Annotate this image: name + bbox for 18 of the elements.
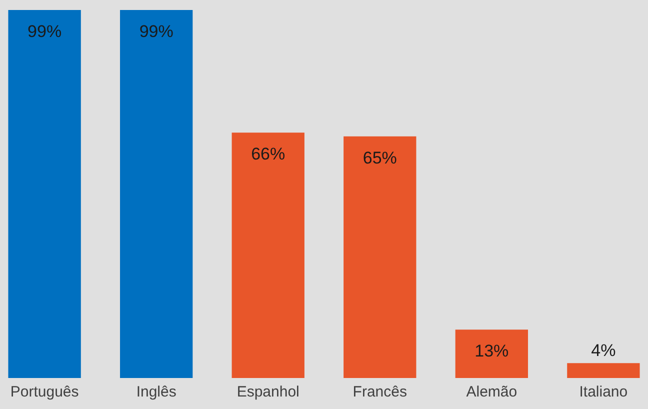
- x-tick-label: Português: [10, 384, 79, 400]
- x-tick-label: Francês: [352, 384, 407, 400]
- data-label: 66%: [251, 144, 286, 164]
- x-tick-label: Espanhol: [236, 384, 300, 400]
- x-tick-label: Inglês: [136, 384, 176, 400]
- data-label: 99%: [139, 22, 174, 41]
- data-label: 4%: [591, 341, 616, 360]
- bar: [8, 10, 81, 378]
- bar: [344, 136, 416, 378]
- x-tick-label: Italiano: [579, 384, 628, 400]
- bar: [232, 132, 304, 378]
- data-label: 99%: [28, 22, 62, 41]
- bar: [120, 10, 193, 378]
- bar: [455, 330, 528, 378]
- data-label: 65%: [362, 148, 397, 168]
- bar: [567, 363, 640, 378]
- x-tick-label: Alemão: [466, 384, 518, 400]
- data-label: 13%: [474, 342, 509, 361]
